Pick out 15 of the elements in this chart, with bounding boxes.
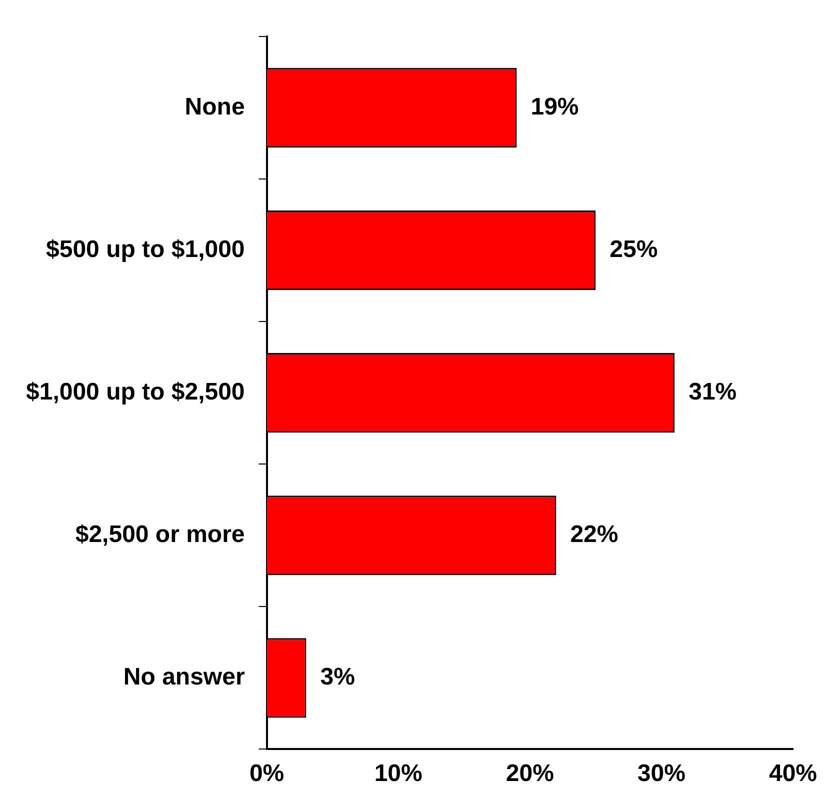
- x-tick-label: 30%: [637, 760, 686, 788]
- y-tick-label: $1,000 up to $2,500: [26, 378, 245, 406]
- data-label: 25%: [610, 236, 658, 263]
- y-tick-label: $500 up to $1,000: [46, 236, 245, 263]
- y-tick-label: $2,500 or more: [75, 520, 245, 548]
- x-tick-label: 40%: [768, 760, 818, 788]
- y-tick-label: No answer: [123, 664, 245, 691]
- x-tick-label: 0%: [249, 760, 284, 788]
- x-tick-label: 10%: [374, 760, 422, 788]
- data-label: 3%: [320, 664, 355, 691]
- data-label: 19%: [530, 93, 579, 120]
- data-label: 22%: [570, 520, 618, 548]
- y-tick-label: None: [184, 93, 245, 120]
- x-tick-label: 20%: [506, 760, 554, 788]
- data-label: 31%: [688, 378, 737, 406]
